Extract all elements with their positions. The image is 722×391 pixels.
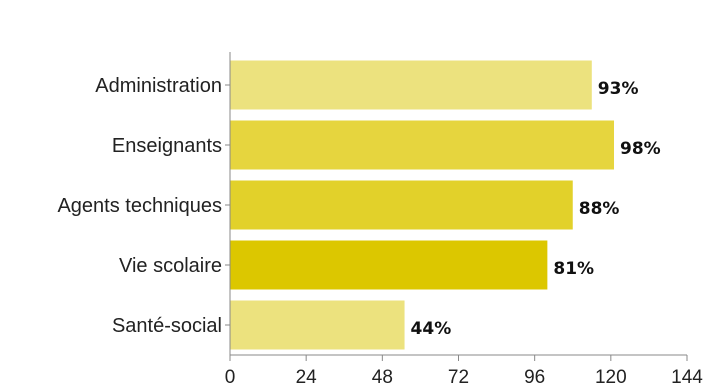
- data-label: 88%: [579, 199, 620, 219]
- data-label: 98%: [620, 139, 661, 159]
- category-label: Enseignants: [112, 135, 222, 157]
- labels-layer: Administration 93% Enseignants 98% Agents te…: [57, 75, 703, 388]
- data-label: 93%: [598, 79, 639, 99]
- bars-layer: [230, 60, 615, 350]
- axis-layer: [225, 52, 688, 361]
- bar-agents-techniques: [230, 180, 573, 230]
- category-label: Vie scolaire: [119, 255, 222, 277]
- data-label: 81%: [553, 259, 594, 279]
- category-label: Agents techniques: [57, 195, 222, 217]
- bar-sant-social: [230, 300, 405, 350]
- x-tick-label: 144: [671, 367, 703, 388]
- x-tick-label: 96: [524, 367, 545, 388]
- data-label: 44%: [411, 319, 452, 339]
- bar-enseignants: [230, 120, 615, 170]
- x-tick-label: 48: [372, 367, 393, 388]
- category-label: Administration: [95, 75, 222, 97]
- bar-administration: [230, 60, 592, 110]
- x-tick-label: 0: [225, 367, 236, 388]
- bar-vie-scolaire: [230, 240, 548, 290]
- x-tick-label: 72: [448, 367, 469, 388]
- x-tick-label: 24: [296, 367, 318, 388]
- category-label: Santé-social: [112, 315, 222, 337]
- x-tick-label: 120: [595, 367, 627, 388]
